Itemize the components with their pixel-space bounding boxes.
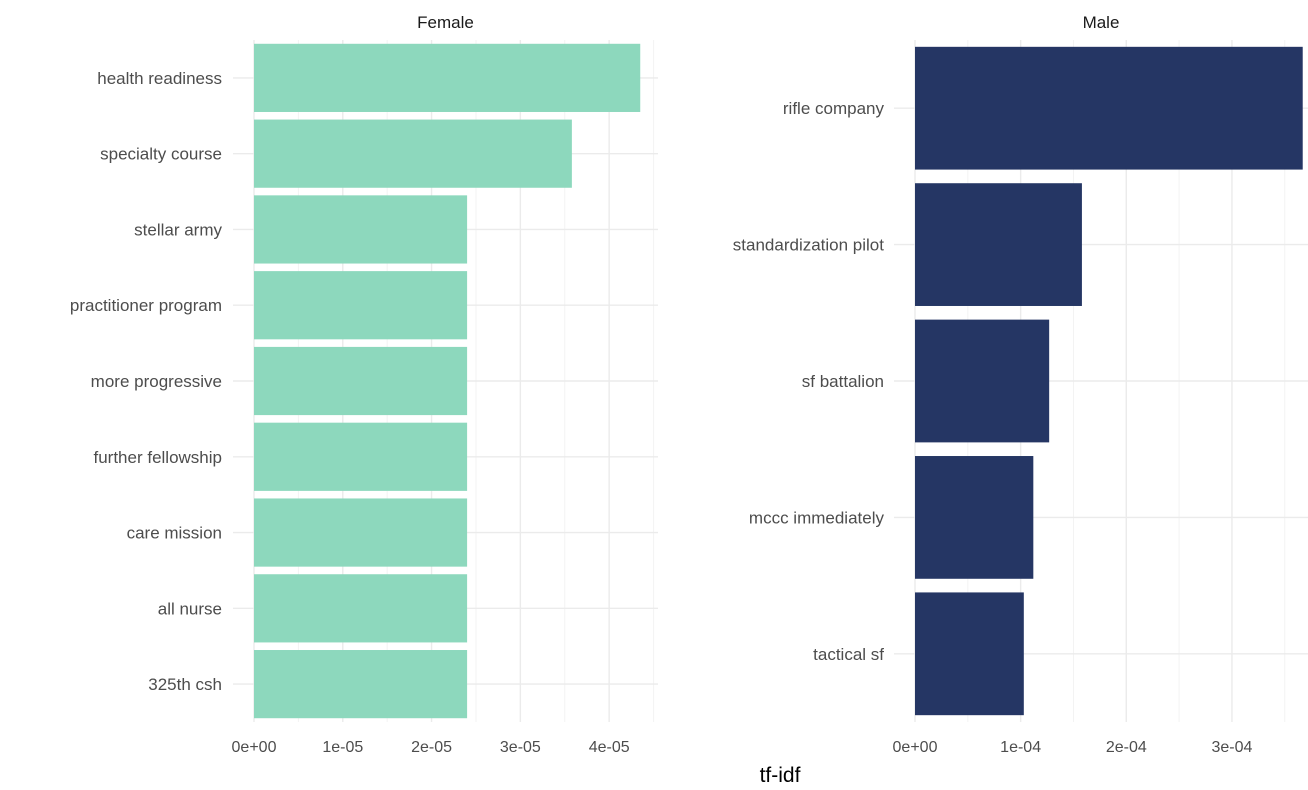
- bar: [254, 574, 467, 642]
- x-tick-label: 2e-05: [411, 739, 452, 756]
- x-tick-label: 2e-04: [1106, 739, 1147, 756]
- bar: [254, 195, 467, 263]
- category-label: sf battalion: [802, 372, 884, 391]
- bar: [915, 183, 1082, 306]
- x-tick-label: 3e-04: [1211, 739, 1252, 756]
- bar: [254, 498, 467, 566]
- category-label: standardization pilot: [733, 236, 884, 255]
- bar: [254, 120, 572, 188]
- category-label: all nurse: [158, 599, 222, 618]
- category-label: practitioner program: [70, 296, 222, 315]
- bar: [254, 423, 467, 491]
- bar: [254, 44, 640, 112]
- x-tick-label: 1e-04: [1000, 739, 1041, 756]
- category-label: stellar army: [134, 220, 222, 239]
- bar: [254, 271, 467, 339]
- bar: [915, 456, 1033, 579]
- category-label: mccc immediately: [749, 508, 885, 527]
- x-axis-title: tf-idf: [760, 764, 801, 787]
- female-panel: 0e+00 1e-05 2e-05 3e-05 4e-05 health readines…: [70, 13, 658, 756]
- x-tick-label: 4e-05: [589, 739, 630, 756]
- male-panel: 0e+00 1e-04 2e-04 3e-04 rifle company standar…: [733, 13, 1308, 756]
- category-label: rifle company: [783, 99, 885, 118]
- bar: [915, 592, 1024, 715]
- bar: [254, 650, 467, 718]
- x-tick-label: 3e-05: [500, 739, 541, 756]
- x-tick-label: 0e+00: [893, 739, 938, 756]
- category-label: health readiness: [97, 69, 222, 88]
- category-label: tactical sf: [813, 645, 884, 664]
- x-tick-label: 1e-05: [322, 739, 363, 756]
- bar: [915, 320, 1049, 443]
- facet-title: Female: [417, 13, 474, 32]
- category-label: specialty course: [100, 145, 222, 164]
- category-label: 325th csh: [148, 675, 222, 694]
- x-tick-label: 0e+00: [232, 739, 277, 756]
- category-label: more progressive: [91, 372, 222, 391]
- category-label: further fellowship: [93, 448, 222, 467]
- bar: [254, 347, 467, 415]
- facet-title: Male: [1083, 13, 1120, 32]
- category-label: care mission: [127, 524, 222, 543]
- bar: [915, 47, 1303, 170]
